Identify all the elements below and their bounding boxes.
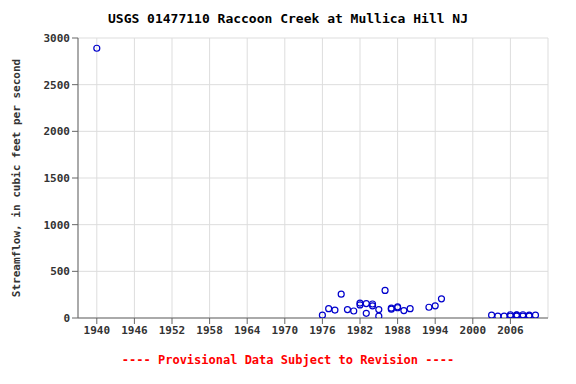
svg-text:1982: 1982 — [347, 324, 374, 337]
svg-text:2006: 2006 — [497, 324, 524, 337]
svg-text:1976: 1976 — [309, 324, 336, 337]
svg-text:1970: 1970 — [272, 324, 299, 337]
html-text:---- Provisional Data Subject: ---- Provisional Data Subject to Revisio… — [121, 353, 455, 367]
svg-text:2000: 2000 — [460, 324, 487, 337]
svg-text:Streamflow, in cubic feet per: Streamflow, in cubic feet per second — [10, 59, 23, 297]
svg-text:2000: 2000 — [44, 125, 71, 138]
svg-text:1940: 1940 — [84, 324, 111, 337]
svg-text:500: 500 — [50, 265, 70, 278]
html-text:USGS 01477110 Raccoon Creek at: USGS 01477110 Raccoon Creek at Mullica H… — [108, 11, 468, 26]
svg-text:1000: 1000 — [44, 219, 71, 232]
svg-text:2500: 2500 — [44, 79, 71, 92]
svg-text:1988: 1988 — [384, 324, 411, 337]
svg-text:1500: 1500 — [44, 172, 71, 185]
svg-text:1964: 1964 — [234, 324, 261, 337]
svg-text:1946: 1946 — [121, 324, 148, 337]
svg-text:1952: 1952 — [159, 324, 186, 337]
svg-text:3000: 3000 — [44, 32, 71, 45]
svg-text:1994: 1994 — [422, 324, 449, 337]
svg-text:0: 0 — [63, 312, 70, 325]
svg-text:1958: 1958 — [196, 324, 223, 337]
